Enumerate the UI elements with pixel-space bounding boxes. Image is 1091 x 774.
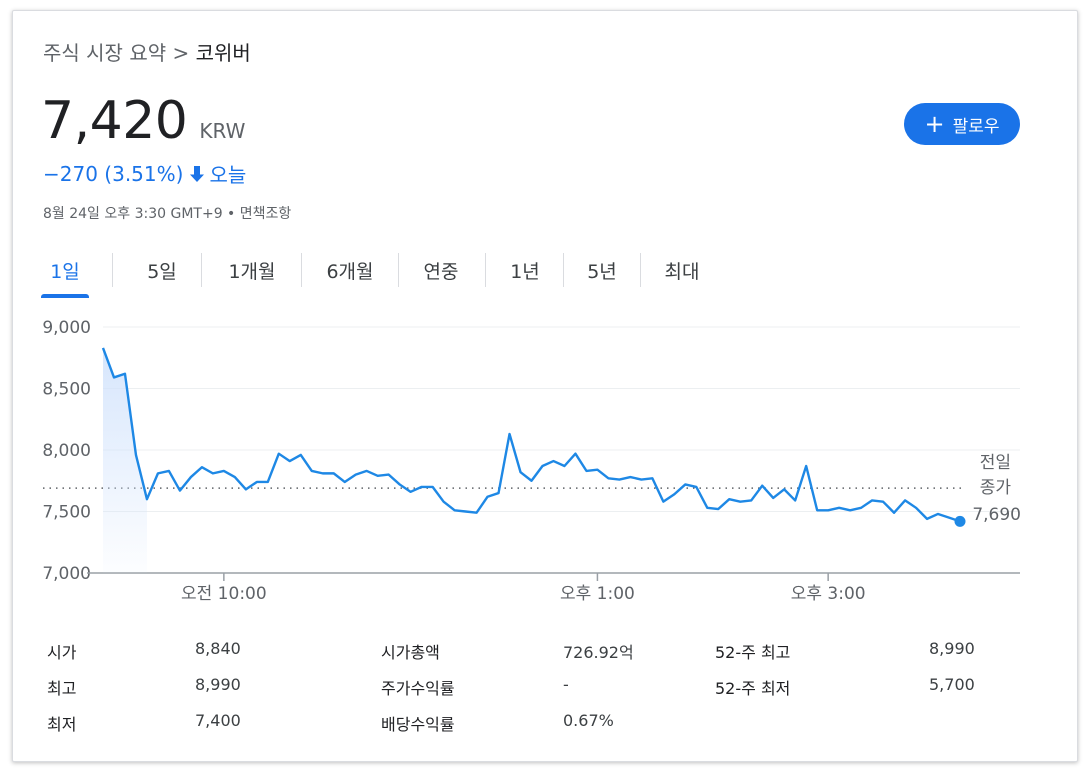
tab-6m[interactable]: 6개월 <box>314 249 386 298</box>
price-chart: 9,000 8,500 8,000 7,500 7,000 오전 10:00 오후 1:00… <box>13 307 1077 617</box>
breadcrumb-parent[interactable]: 주식 시장 요약 <box>43 41 167 65</box>
x-tick-label: 오전 10:00 <box>181 584 267 604</box>
currency: KRW <box>199 119 246 143</box>
tab-divider <box>485 253 486 287</box>
price-change: −270 (3.51%) 오늘 <box>43 159 246 188</box>
tab-1d-label: 1일 <box>50 261 80 283</box>
tab-divider <box>398 253 399 287</box>
follow-button[interactable]: + 팔로우 <box>904 103 1020 145</box>
tab-max-label: 최대 <box>664 261 700 283</box>
stat-52w-high-value: 8,990 <box>929 639 975 658</box>
stat-low-value: 7,400 <box>195 711 241 730</box>
y-tick-label: 8,500 <box>42 380 91 400</box>
stat-low-label: 최저 <box>47 715 77 734</box>
stat-pe-value: - <box>563 675 569 694</box>
breadcrumb: 주식 시장 요약 > 코위버 <box>43 37 251 66</box>
stat-pe-label: 주가수익률 <box>381 679 455 698</box>
tab-6m-label: 6개월 <box>326 261 374 283</box>
tab-1m[interactable]: 1개월 <box>215 249 289 298</box>
change-value: −270 (3.51%) <box>43 161 184 186</box>
price-chart-svg: 9,000 8,500 8,000 7,500 7,000 오전 10:00 오후 1:00… <box>42 318 1021 604</box>
area-fill <box>103 347 147 573</box>
y-tick-label: 7,000 <box>42 564 91 584</box>
stat-high-label: 최고 <box>47 679 77 698</box>
stat-open-value: 8,840 <box>195 639 241 658</box>
stat-52w-high-label: 52-주 최고 <box>715 643 791 662</box>
tab-max[interactable]: 최대 <box>654 249 710 298</box>
stat-div-value: 0.67% <box>563 711 614 730</box>
x-tick-label: 오후 3:00 <box>791 584 866 604</box>
y-tick-label: 7,500 <box>42 503 91 523</box>
y-tick-label: 8,000 <box>42 441 91 461</box>
tab-5d-label: 5일 <box>147 261 177 283</box>
tab-1y-label: 1년 <box>510 261 540 283</box>
range-tab-bar: 1일 5일 1개월 6개월 연중 1년 5년 최대 <box>41 249 1041 298</box>
plus-icon: + <box>924 110 945 138</box>
stat-open-label: 시가 <box>47 643 77 662</box>
follow-button-label: 팔로우 <box>952 116 1000 137</box>
tab-divider <box>201 253 202 287</box>
stat-52w-low-label: 52-주 최저 <box>715 679 791 698</box>
tab-5y[interactable]: 5년 <box>577 249 627 298</box>
breadcrumb-current: 코위버 <box>195 41 251 65</box>
stat-52w-low-value: 5,700 <box>929 675 975 694</box>
prev-close-label: 전일 <box>980 453 1011 473</box>
tab-1y[interactable]: 1년 <box>500 249 550 298</box>
breadcrumb-separator: > <box>172 41 190 65</box>
change-period: 오늘 <box>209 163 247 187</box>
y-tick-label: 9,000 <box>42 318 91 338</box>
tab-divider <box>301 253 302 287</box>
tab-divider <box>640 253 641 287</box>
tab-ytd[interactable]: 연중 <box>411 249 471 298</box>
stat-mktcap-label: 시가총액 <box>381 643 440 662</box>
tab-divider <box>563 253 564 287</box>
tab-1d[interactable]: 1일 <box>41 249 89 298</box>
tab-divider <box>112 253 113 287</box>
stat-high-value: 8,990 <box>195 675 241 694</box>
x-tick-label: 오후 1:00 <box>560 584 635 604</box>
stat-div-label: 배당수익률 <box>381 715 455 734</box>
stock-summary-card: 주식 시장 요약 > 코위버 7,420 KRW −270 (3.51%) 오늘… <box>12 10 1078 762</box>
tab-ytd-label: 연중 <box>423 261 459 283</box>
tab-5y-label: 5년 <box>587 261 617 283</box>
last-price-point[interactable] <box>954 515 966 527</box>
tab-1m-label: 1개월 <box>228 261 276 283</box>
timestamp: 8월 24일 오후 3:30 GMT+9 • 면책조항 <box>43 206 292 222</box>
stat-mktcap-value: 726.92억 <box>563 643 634 662</box>
arrow-down-icon <box>189 165 205 183</box>
price-row: 7,420 KRW <box>41 91 245 151</box>
price-line <box>101 347 961 523</box>
prev-close-value: 7,690 <box>972 505 1021 525</box>
current-price: 7,420 <box>41 91 188 151</box>
tab-5d[interactable]: 5일 <box>136 249 188 298</box>
prev-close-label: 종가 <box>980 478 1012 498</box>
